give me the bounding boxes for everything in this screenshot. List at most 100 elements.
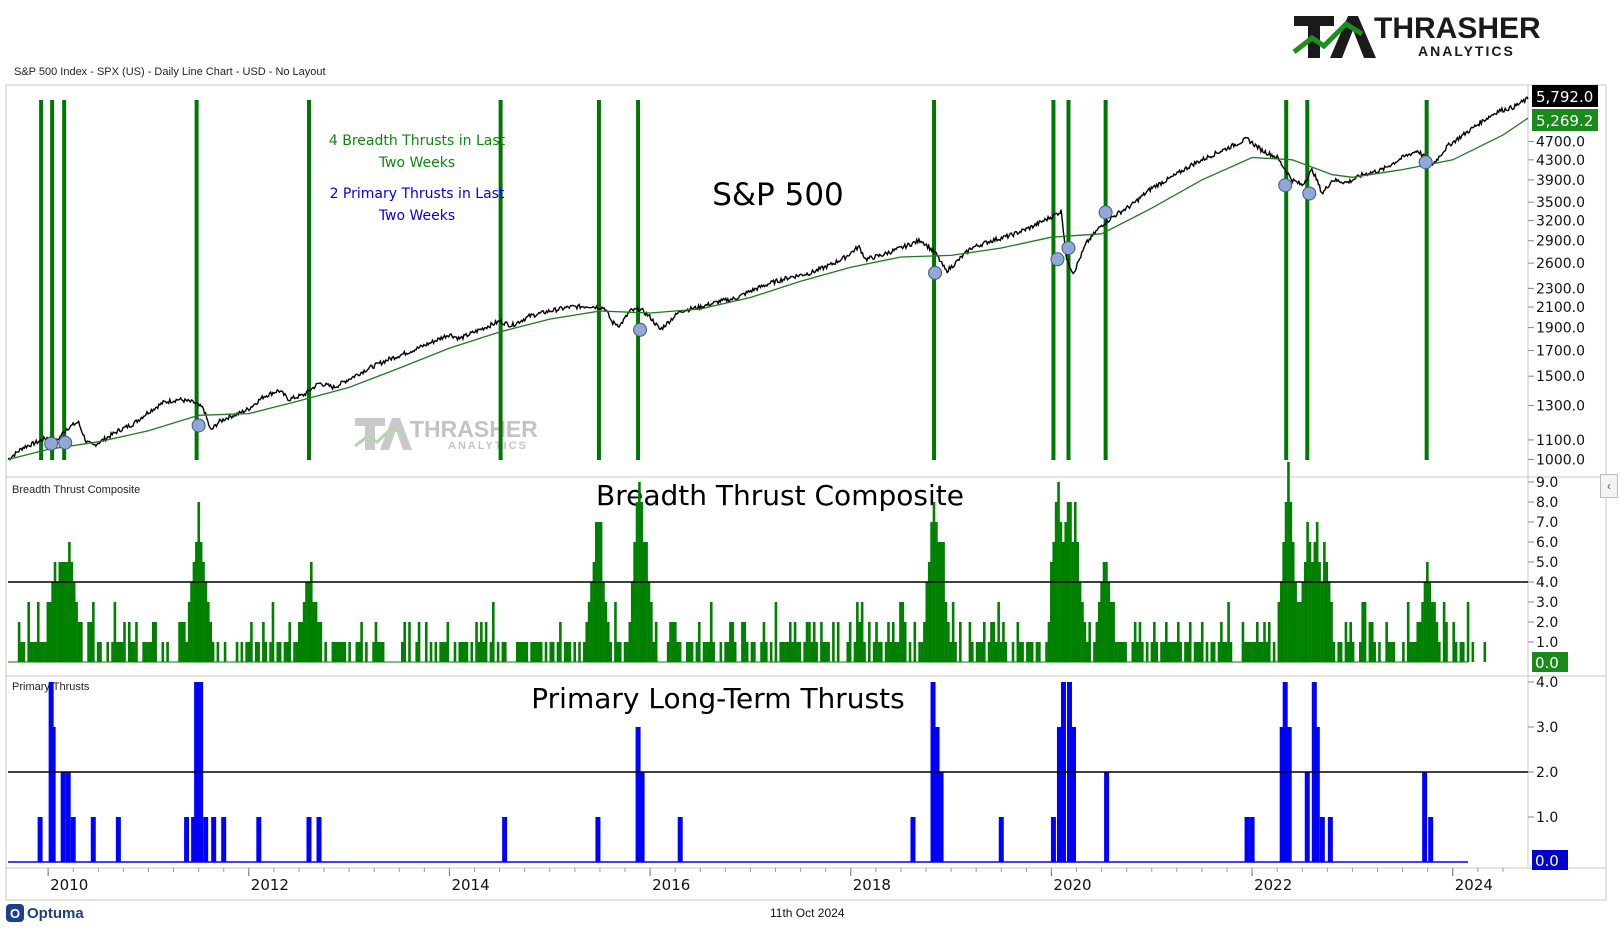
breadth-bar	[650, 602, 653, 662]
breadth-bar	[894, 642, 897, 662]
breadth-bar	[1083, 622, 1087, 662]
breadth-bar	[1323, 542, 1326, 662]
breadth-bar	[987, 642, 991, 662]
breadth-bar	[856, 602, 859, 662]
breadth-bar	[1272, 642, 1276, 662]
breadth-bar	[597, 522, 600, 662]
breadth-bar	[1349, 622, 1353, 662]
breadth-bar	[686, 642, 689, 662]
breadth-bar	[566, 642, 569, 662]
breadth-bar	[262, 622, 265, 662]
breadth-bar	[60, 562, 64, 662]
breadth-bar	[111, 642, 114, 662]
price-ytick-label: 1000.0	[1536, 452, 1585, 468]
breadth-bar	[331, 642, 335, 662]
breadth-bar	[271, 602, 275, 662]
breadth-bar	[1071, 542, 1075, 662]
breadth-bar	[652, 642, 656, 662]
breadth-bar	[283, 642, 287, 662]
breadth-bar	[130, 642, 133, 662]
breadth-bar	[118, 642, 121, 662]
breadth-bar	[1363, 602, 1367, 662]
breadth-bar	[1121, 642, 1125, 662]
breadth-bar	[918, 642, 921, 662]
breadth-bar	[642, 542, 646, 662]
breadth-bar	[341, 642, 344, 662]
thrust-marker-10	[1418, 155, 1433, 170]
breadth-bar	[1021, 642, 1024, 662]
primary-last-label: 0.0	[1535, 852, 1559, 870]
breadth-bar	[1251, 642, 1254, 662]
breadth-bar	[39, 642, 42, 662]
breadth-bar	[827, 642, 830, 662]
breadth-bar	[669, 622, 672, 662]
price-ytick-label: 1100.0	[1536, 433, 1585, 449]
primary-bar-28	[1050, 817, 1056, 862]
breadth-bar	[1282, 542, 1285, 662]
breadth-bar	[446, 622, 450, 662]
thrust-bar-2	[62, 100, 67, 460]
breadth-bar	[106, 642, 110, 662]
breadth-bar	[678, 642, 682, 662]
thrasher-logo: THRASHER ANALYTICS	[1292, 12, 1541, 59]
breadth-bar	[223, 642, 227, 662]
primary-bar-22	[677, 817, 683, 862]
breadth-bar	[32, 642, 35, 662]
breadth-bar	[556, 642, 560, 662]
breadth-bar	[185, 642, 189, 662]
breadth-bar	[1164, 622, 1168, 662]
breadth-bar	[75, 602, 78, 662]
breadth-bar	[1411, 642, 1415, 662]
breadth-panel-label: Breadth Thrust Composite	[12, 484, 140, 496]
breadth-bar	[592, 562, 596, 662]
breadth-bar	[709, 602, 713, 662]
breadth-ytick-label: 3.0	[1536, 595, 1558, 611]
breadth-bar	[606, 622, 610, 662]
breadth-bar	[1313, 542, 1317, 662]
breadth-bar	[20, 642, 23, 662]
breadth-bar	[978, 642, 981, 662]
breadth-bar	[729, 622, 732, 662]
breadth-bar	[1200, 622, 1204, 662]
breadth-bar	[604, 602, 608, 662]
thrust-bar-0	[39, 100, 44, 460]
last-price-badge-label: 5,792.0	[1536, 88, 1593, 106]
breadth-bar	[127, 622, 131, 662]
breadth-bar	[293, 642, 296, 662]
breadth-bar	[949, 642, 953, 662]
breadth-bar	[899, 602, 902, 662]
breadth-bar	[1339, 642, 1343, 662]
breadth-bar	[41, 642, 45, 662]
breadth-bar	[836, 622, 840, 662]
collapse-panel-button[interactable]: ‹	[1600, 474, 1618, 498]
breadth-bar	[307, 582, 311, 662]
breadth-bar	[178, 622, 181, 662]
breadth-bar	[812, 622, 816, 662]
breadth-bar	[891, 622, 895, 662]
primary-bar-16	[306, 817, 312, 862]
breadth-bar	[338, 642, 342, 662]
panel-frames	[5, 84, 1607, 901]
primary-bar-3	[60, 772, 66, 862]
breadth-bar	[211, 642, 215, 662]
thrust-bar-13	[1305, 100, 1310, 460]
breadth-bar	[1172, 642, 1175, 662]
breadth-bar	[1256, 622, 1259, 662]
breadth-bar	[470, 642, 474, 662]
breadth-bar	[142, 642, 145, 662]
breadth-bar	[99, 642, 102, 662]
breadth-bar	[923, 622, 926, 662]
breadth-bar	[1421, 602, 1424, 662]
primary-bar-15	[256, 817, 262, 862]
breadth-bar	[697, 622, 701, 662]
breadth-bar	[1141, 642, 1144, 662]
breadth-bar	[594, 522, 598, 662]
breadth-bar	[87, 622, 90, 662]
breadth-bar	[712, 642, 715, 662]
breadth-bar	[908, 642, 912, 662]
breadth-bar	[1301, 582, 1305, 662]
primary-ytick-label: 4.0	[1536, 675, 1558, 691]
breadth-bar	[645, 542, 648, 662]
primary-bar-19	[595, 817, 601, 862]
primary-bar-38	[1286, 727, 1292, 862]
